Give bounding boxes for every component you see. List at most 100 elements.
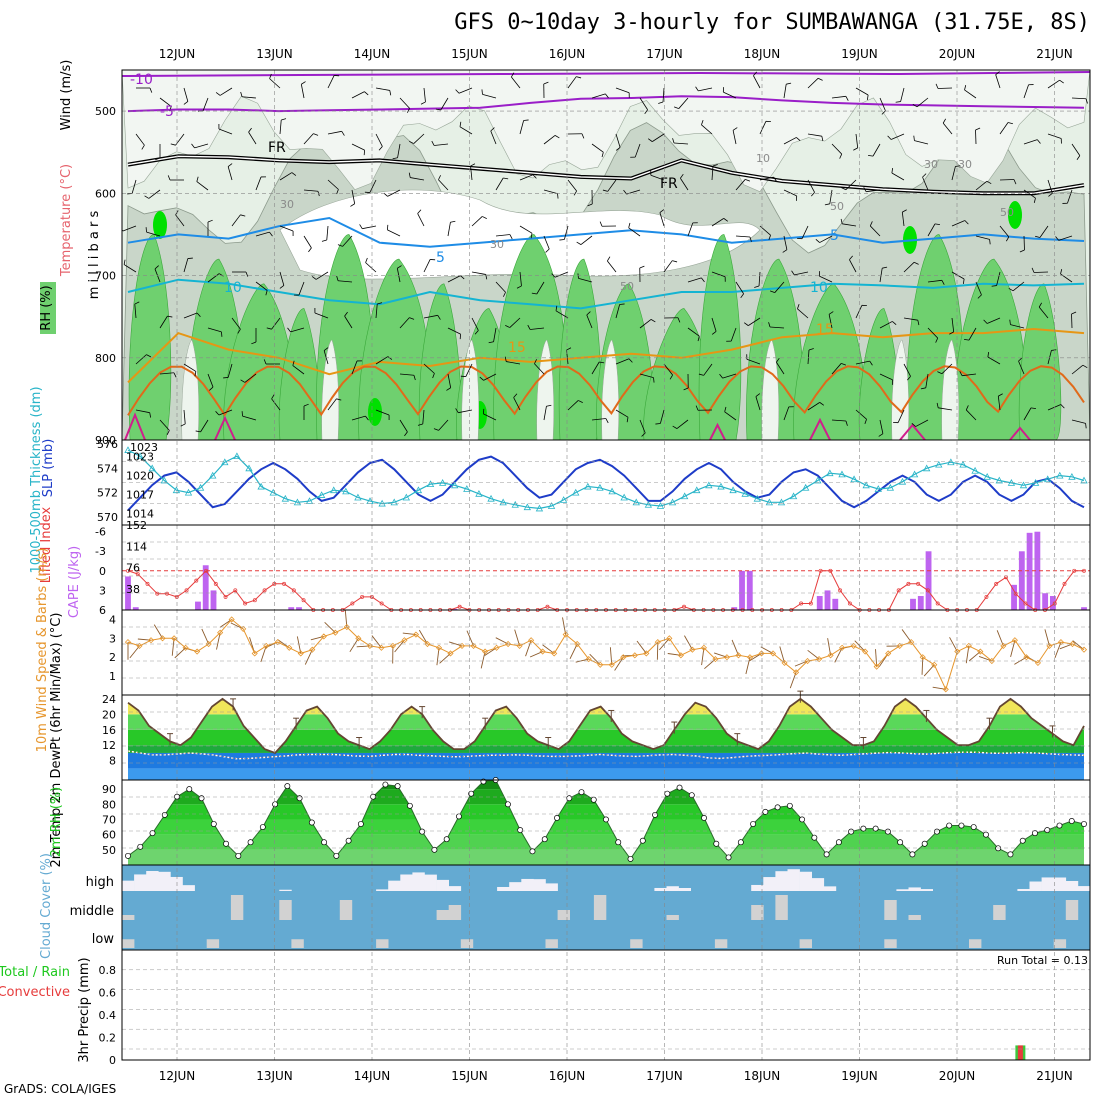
- cape-bar: [816, 596, 823, 610]
- cloud-ylabel: Cloud Cover (%): [39, 853, 54, 959]
- wind-barb: [855, 305, 863, 319]
- cloud-high-bar: [448, 886, 462, 891]
- wind-barb: [244, 373, 257, 383]
- wind-barb-flag: [866, 94, 869, 101]
- wind-barb: [269, 78, 281, 89]
- wind-barb-flag: [701, 277, 705, 283]
- wind-barb: [413, 133, 425, 144]
- wind-barb: [975, 235, 990, 240]
- slp-tick: 1014: [126, 508, 154, 521]
- wind-barb-flag: [782, 249, 788, 253]
- wind-barb-flag: [323, 347, 329, 351]
- rh-band: [128, 834, 1084, 850]
- wind-barb-flag: [1059, 79, 1064, 84]
- cloud-high-bar: [1017, 888, 1030, 891]
- wind-barb: [801, 225, 809, 239]
- wind-barb-flag: [1071, 311, 1077, 315]
- wind-barb-flag: [701, 119, 704, 125]
- lifted-index-marker: [1013, 591, 1018, 596]
- wind10m-marker: [654, 639, 661, 646]
- wind-barb: [159, 97, 172, 107]
- wind-barb: [903, 363, 911, 377]
- lifted-index-marker: [457, 604, 462, 609]
- isotherm-5c-line: [127, 216, 1085, 248]
- thickness-marker: [317, 491, 326, 498]
- wind10m-marker: [746, 654, 754, 661]
- cloud-high-bar: [158, 871, 171, 891]
- wind10m-barb: [484, 647, 497, 656]
- wind-barb: [1023, 139, 1038, 145]
- wind-barb-flag: [455, 408, 459, 413]
- wind-barb-flag: [432, 373, 435, 379]
- date-label-top: 15JUN: [451, 47, 488, 61]
- wind-barb: [351, 189, 356, 204]
- thickness-marker: [632, 498, 640, 506]
- rh2m-marker: [860, 825, 867, 832]
- rh2m-marker: [235, 852, 242, 859]
- rh2m-marker: [799, 816, 806, 823]
- wind10m-barb: [562, 617, 567, 635]
- rh2m-marker: [529, 848, 536, 855]
- wind-barb: [483, 373, 497, 381]
- wind10m-marker: [839, 644, 846, 651]
- thickness-marker: [596, 483, 604, 491]
- wind-barb: [855, 409, 867, 420]
- wind-barb: [567, 400, 579, 411]
- wind-barb-flag: [417, 423, 423, 426]
- wind-barb: [703, 363, 713, 376]
- wind-barb-flag: [359, 224, 363, 229]
- lifted-index-marker: [243, 601, 248, 606]
- thickness-marker: [487, 494, 495, 502]
- wind-barb: [591, 143, 604, 153]
- wind-barb: [511, 76, 521, 89]
- lifted-index-marker: [1062, 581, 1067, 586]
- rh-dry-plume: [601, 339, 619, 440]
- wind-barb: [964, 89, 977, 99]
- lifted-index-marker: [213, 581, 218, 586]
- wind-barb-flag: [892, 321, 897, 325]
- precip-tick: 0.8: [99, 964, 117, 977]
- wind-barb-flag: [1076, 155, 1081, 160]
- wind-barb: [916, 97, 929, 108]
- wind-barb-flag: [995, 71, 1000, 75]
- wind-barb: [314, 312, 329, 319]
- wind10m-barb: [636, 640, 647, 654]
- wind-barb-flag: [672, 425, 678, 429]
- wind-barb: [1010, 324, 1025, 329]
- wind-barb: [458, 409, 473, 414]
- thickness-marker: [233, 452, 241, 460]
- wind10m-barb: [901, 629, 912, 643]
- wind10m-marker: [942, 686, 949, 693]
- wind-barb: [423, 259, 431, 273]
- wind-barb-flag: [964, 220, 969, 225]
- isotherm-25c-line: [709, 422, 726, 440]
- wind-barb: [183, 312, 198, 319]
- rh-core: [1008, 201, 1022, 229]
- wind-barb: [207, 273, 220, 283]
- wind-barb: [968, 327, 977, 341]
- wind-barb-flag: [530, 233, 533, 239]
- wind-barb: [1023, 407, 1032, 421]
- cloud-high-bar: [920, 889, 933, 891]
- panel-frames: [121, 69, 1091, 1061]
- rh2m-marker: [946, 822, 953, 829]
- wind-barb: [997, 396, 1001, 411]
- date-label-bottom: 12JUN: [159, 1069, 196, 1083]
- wind-barb-flag: [841, 187, 847, 191]
- cloud-high-bar: [811, 878, 825, 891]
- cape-bar: [731, 607, 738, 610]
- rh2m-marker: [137, 843, 144, 850]
- wind-barb: [135, 409, 150, 414]
- cloud-high-bar: [412, 872, 425, 891]
- wind-barb-flag: [723, 218, 729, 222]
- cloud-low-bar: [291, 939, 304, 948]
- wind10m-barb: [968, 651, 981, 662]
- wind-barb: [724, 411, 737, 421]
- wind-barb-flag: [1051, 349, 1057, 351]
- wind-barb-flag: [672, 260, 678, 263]
- wind-barb: [855, 133, 859, 148]
- thickness-marker: [172, 486, 181, 494]
- wind-barb-flag: [195, 430, 201, 433]
- wind-barb: [327, 75, 335, 89]
- cloud-high-bar: [1065, 880, 1079, 891]
